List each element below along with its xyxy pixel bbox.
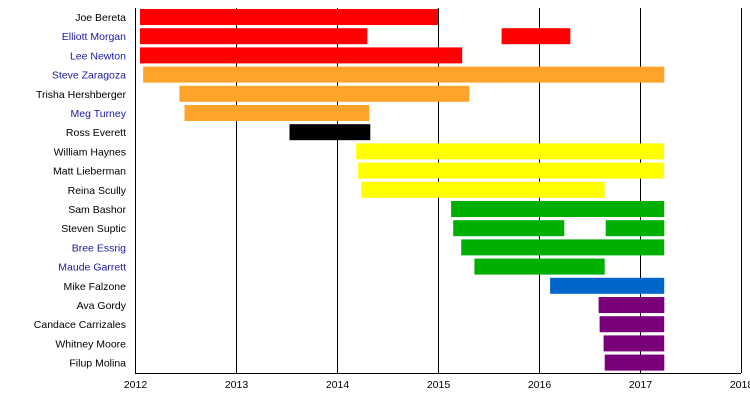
membership-bar [140, 47, 463, 64]
member-name-label: Trisha Hershberger [36, 89, 127, 101]
member-name-label[interactable]: Meg Turney [71, 108, 127, 120]
membership-bar [140, 9, 438, 25]
member-name-label[interactable]: Steve Zaragoza [52, 70, 126, 82]
member-name-label: Sam Bashor [68, 204, 126, 216]
membership-bar [501, 28, 571, 45]
membership-bar [550, 277, 665, 294]
member-name-label: Filup Molina [69, 358, 126, 370]
member-name-label: Candace Carrizales [34, 319, 126, 331]
member-name-label[interactable]: Bree Essrig [72, 242, 126, 254]
membership-bar [605, 220, 665, 237]
row-label-layer: Joe Bereta Elliott Morgan Lee Newton Steve … [34, 12, 127, 370]
membership-bar [140, 28, 368, 45]
membership-bar [358, 162, 665, 179]
membership-bar [179, 85, 470, 102]
member-name-label: Reina Scully [68, 185, 127, 197]
member-name-label: Matt Lieberman [53, 166, 126, 178]
x-tick-label: 2013 [225, 379, 249, 391]
membership-bar [361, 181, 605, 198]
member-name-label: Ava Gordy [77, 300, 127, 312]
membership-bar [184, 105, 370, 121]
membership-bar [461, 239, 665, 256]
membership-bar [356, 143, 665, 160]
member-name-label: William Haynes [54, 146, 126, 158]
member-name-label: Joe Bereta [75, 12, 126, 24]
x-tick-label: 2016 [528, 379, 552, 391]
membership-bar [598, 297, 665, 313]
x-tick-label: 2018 [730, 379, 750, 391]
member-name-label: Mike Falzone [64, 281, 127, 293]
x-tick-label: 2015 [427, 379, 451, 391]
member-name-label: Whitney Moore [55, 338, 126, 350]
membership-bar [453, 220, 565, 237]
membership-bar [599, 316, 665, 333]
member-name-label[interactable]: Maude Garrett [58, 262, 126, 274]
member-name-label: Steven Suptic [61, 223, 126, 235]
membership-bar [603, 335, 665, 352]
member-name-label[interactable]: Elliott Morgan [62, 31, 126, 43]
membership-bar [474, 258, 605, 275]
membership-bar [451, 201, 665, 217]
x-tick-label: 2014 [326, 379, 350, 391]
member-name-label[interactable]: Lee Newton [70, 50, 126, 62]
membership-bar [289, 124, 371, 141]
member-name-label: Ross Everett [66, 127, 126, 139]
membership-bar [143, 66, 665, 83]
x-axis: 2012 2013 2014 2015 2016 2017 2018 [124, 373, 750, 391]
x-tick-label: 2012 [124, 379, 148, 391]
bar-layer [140, 9, 665, 371]
membership-bar [604, 354, 665, 371]
x-tick-label: 2017 [629, 379, 653, 391]
